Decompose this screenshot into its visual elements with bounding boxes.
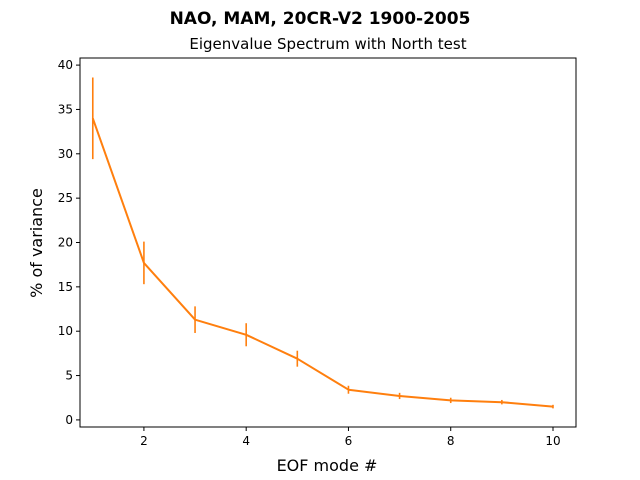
y-tick-label: 30 xyxy=(58,147,73,161)
x-axis-label: EOF mode # xyxy=(277,456,378,475)
y-tick-label: 15 xyxy=(58,280,73,294)
chart-title: NAO, MAM, 20CR-V2 1900-2005 xyxy=(170,9,471,29)
y-axis: 0 5 10 15 20 25 30 35 40 xyxy=(58,58,80,427)
y-tick-label: 20 xyxy=(58,236,73,250)
plot-marks xyxy=(91,77,554,409)
x-axis: 2 4 6 8 10 xyxy=(140,427,561,448)
series-line xyxy=(91,117,554,408)
x-tick-label: 10 xyxy=(545,434,560,448)
plot-frame xyxy=(79,57,577,428)
x-tick-label: 2 xyxy=(140,434,148,448)
y-tick-label: 40 xyxy=(58,58,73,72)
chart-subtitle: Eigenvalue Spectrum with North test xyxy=(189,35,466,53)
x-tick-label: 6 xyxy=(345,434,353,448)
y-tick-label: 0 xyxy=(65,413,73,427)
y-tick-label: 5 xyxy=(65,369,73,383)
y-tick-label: 10 xyxy=(58,324,73,338)
x-tick-label: 4 xyxy=(242,434,250,448)
y-tick-label: 25 xyxy=(58,191,73,205)
y-tick-label: 35 xyxy=(58,102,73,116)
y-axis-label: % of variance xyxy=(27,188,46,298)
x-tick-label: 8 xyxy=(447,434,455,448)
